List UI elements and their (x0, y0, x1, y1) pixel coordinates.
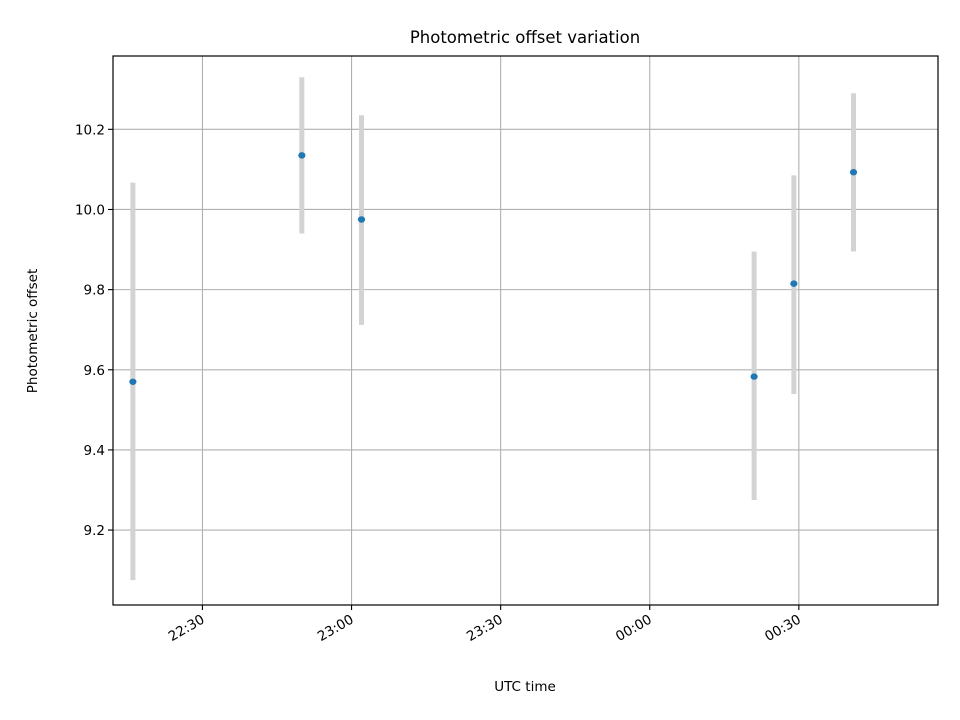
x-tick-label: 23:00 (315, 612, 357, 645)
x-tick-label: 00:00 (613, 612, 655, 645)
y-axis-label: Photometric offset (25, 269, 41, 393)
y-tick-label: 10.0 (75, 202, 105, 218)
data-point (750, 373, 758, 380)
chart-title: Photometric offset variation (410, 28, 640, 47)
error-bars (130, 77, 857, 581)
data-point (790, 280, 798, 287)
x-tick-label: 22:30 (166, 612, 208, 645)
y-tick-label: 9.4 (84, 443, 105, 459)
y-tick-label: 10.2 (75, 122, 105, 138)
data-point (298, 152, 306, 159)
plot-frame (112, 55, 939, 606)
x-axis-label: UTC time (494, 679, 556, 695)
y-tick-label: 9.6 (84, 363, 105, 379)
grid (113, 56, 938, 605)
data-point (129, 378, 137, 385)
y-tick-label: 9.2 (84, 523, 105, 539)
x-tick-label: 23:30 (464, 612, 506, 645)
axis-ticks: 22:30 23:00 23:30 00:00 00:30 9.2 9.4 9.6 9.8 10.… (75, 122, 804, 645)
y-tick-label: 9.8 (84, 283, 105, 299)
x-tick-label: 00:30 (762, 612, 804, 645)
data-points (129, 152, 858, 385)
data-point (357, 216, 366, 223)
data-point (849, 169, 858, 176)
